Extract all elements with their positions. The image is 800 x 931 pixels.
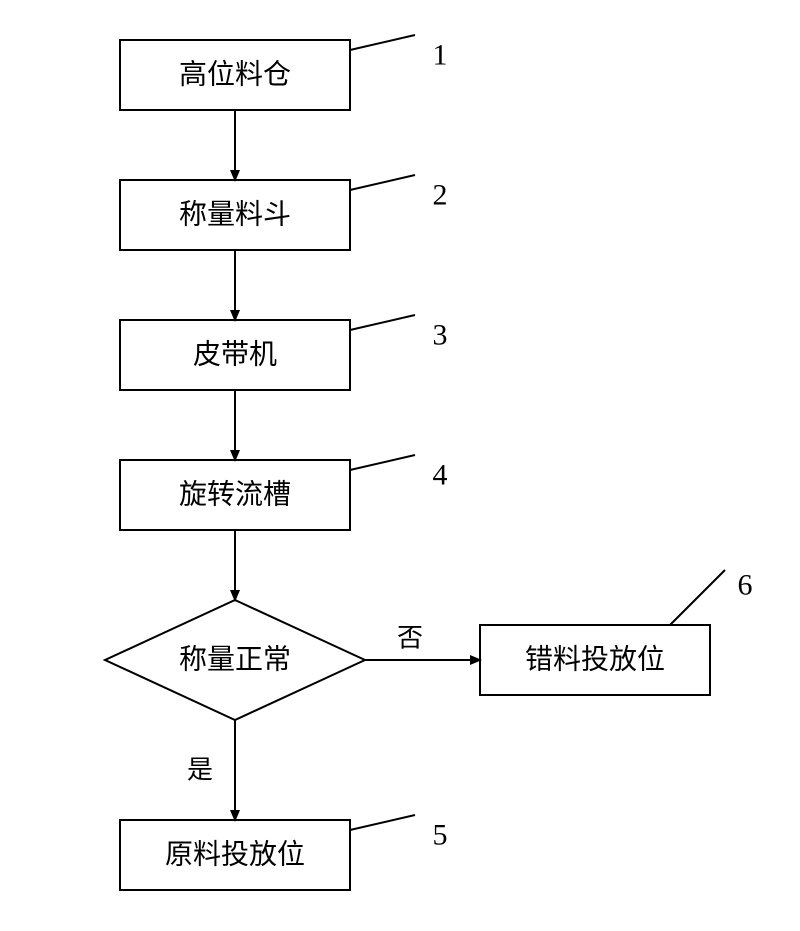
leader-line-l5 [350, 815, 415, 830]
flow-edge-label-e5: 是 [187, 756, 213, 785]
flow-node-label-n1: 高位料仓 [179, 59, 291, 91]
flow-node-label-n3: 皮带机 [193, 339, 277, 371]
flow-edge-label-e6: 否 [397, 624, 423, 653]
callout-number-l1: 1 [433, 39, 448, 72]
flow-decision-label-n5: 称量正常 [179, 644, 291, 676]
flow-node-label-n4: 旋转流槽 [179, 479, 291, 511]
flow-node-label-n2: 称量料斗 [179, 199, 291, 231]
callout-number-l3: 3 [433, 319, 448, 352]
flow-node-label-n6: 原料投放位 [165, 839, 305, 871]
callout-number-l4: 4 [433, 459, 448, 492]
leader-line-l3 [350, 315, 415, 330]
leader-line-l1 [350, 35, 415, 50]
callout-number-l5: 5 [433, 819, 448, 852]
callout-number-l6: 6 [738, 569, 753, 602]
leader-line-l4 [350, 455, 415, 470]
callout-number-l2: 2 [433, 179, 448, 212]
leader-line-l6 [670, 570, 725, 625]
flow-node-label-n7: 错料投放位 [525, 644, 665, 676]
leader-line-l2 [350, 175, 415, 190]
